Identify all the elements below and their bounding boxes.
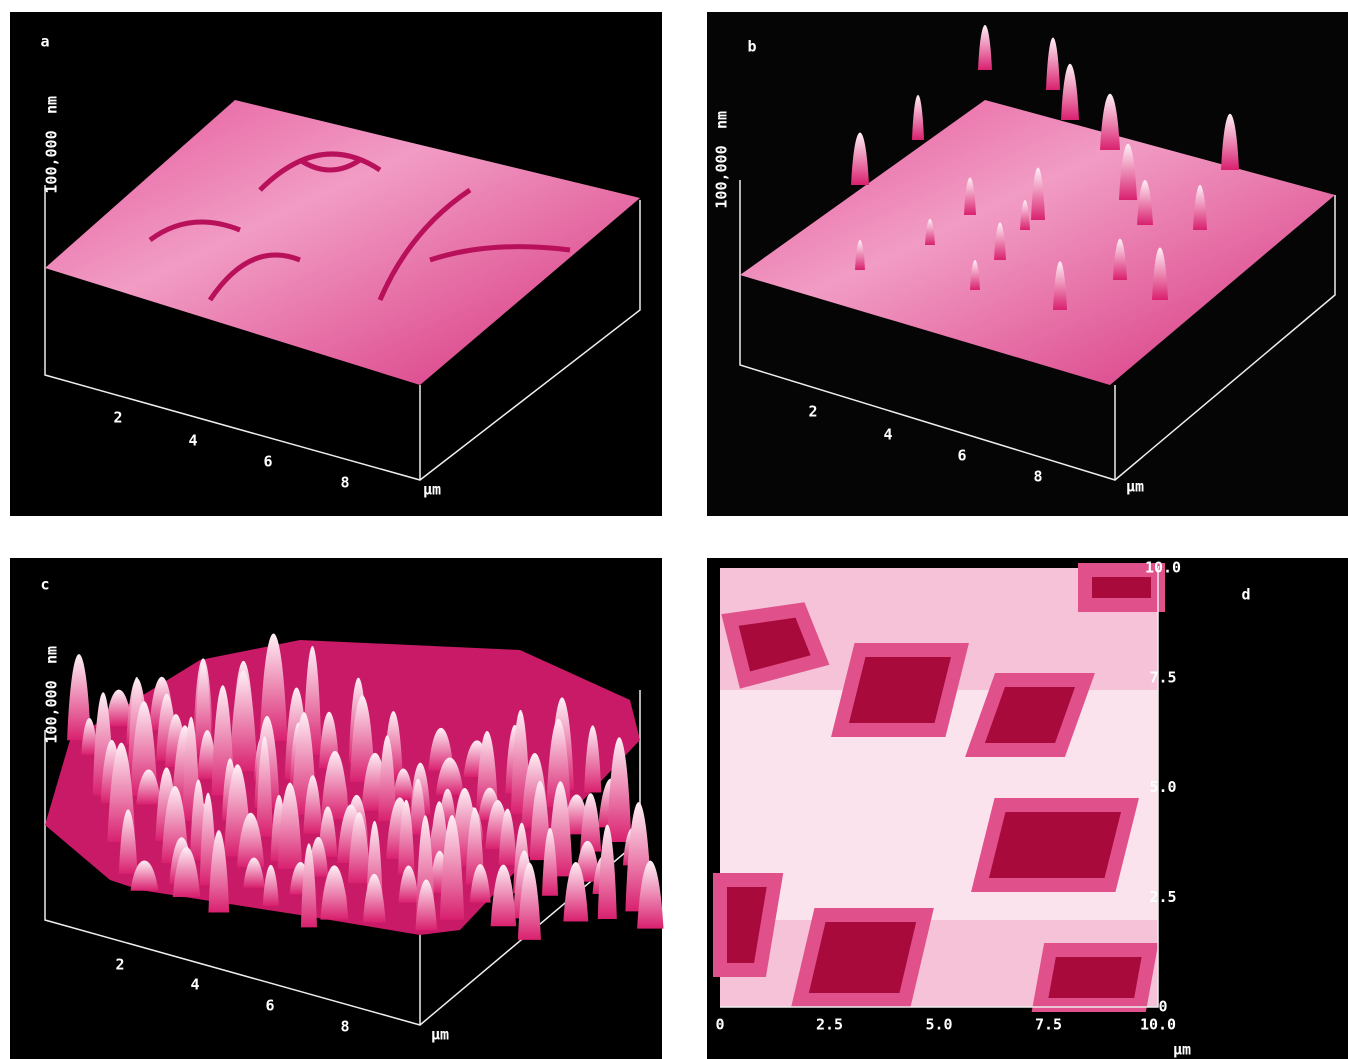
x-tick-label: 6 — [263, 453, 272, 471]
x-tick-label: 2 — [115, 956, 124, 974]
x-tick-label: 8 — [1033, 468, 1042, 486]
panel-label: b — [747, 38, 756, 56]
z-unit: nm — [43, 646, 61, 664]
z-label: 100,000 — [713, 145, 731, 208]
y-tick-label: 5.0 — [1149, 778, 1176, 796]
x-tick-label: 6 — [265, 997, 274, 1015]
x-tick-label: 7.5 — [1035, 1016, 1062, 1034]
x-tick-label: 8 — [340, 474, 349, 492]
x-unit: µm — [1126, 478, 1144, 496]
y-tick-label: 0 — [1158, 998, 1167, 1016]
x-tick-label: 10.0 — [1140, 1016, 1176, 1034]
page: {"panels":[ {"label":"a","z_unit":"nm","… — [0, 0, 1348, 1059]
x-tick-label: 4 — [883, 426, 892, 444]
x-tick-label: 2.5 — [816, 1016, 843, 1034]
z-label: 100,000 — [43, 680, 61, 743]
x-tick-label: 5.0 — [925, 1016, 952, 1034]
x-unit: µm — [423, 481, 441, 499]
x-tick-label: 6 — [957, 447, 966, 465]
x-unit: µm — [1173, 1041, 1191, 1059]
panel-label: d — [1241, 586, 1250, 604]
x-tick-label: 4 — [188, 432, 197, 450]
y-tick-label: 7.5 — [1149, 668, 1176, 686]
z-unit: nm — [43, 96, 61, 114]
y-tick-label: 10.0 — [1145, 559, 1181, 577]
x-tick-label: 2 — [808, 403, 817, 421]
figure: a nm 100,000 2 4 6 8 µm b nm 100,000 2 4 6 8 µm c nm 100,0… — [0, 0, 1348, 1059]
panel-label: c — [40, 576, 49, 594]
z-unit: nm — [713, 111, 731, 129]
x-tick-label: 4 — [190, 976, 199, 994]
x-tick-label: 8 — [340, 1018, 349, 1036]
x-unit: µm — [431, 1026, 449, 1044]
panel-label: a — [40, 33, 49, 51]
y-tick-label: 2.5 — [1149, 888, 1176, 906]
x-tick-label: 0 — [715, 1016, 724, 1034]
z-label: 100,000 — [43, 130, 61, 193]
x-tick-label: 2 — [113, 409, 122, 427]
map-d — [720, 568, 1158, 1007]
